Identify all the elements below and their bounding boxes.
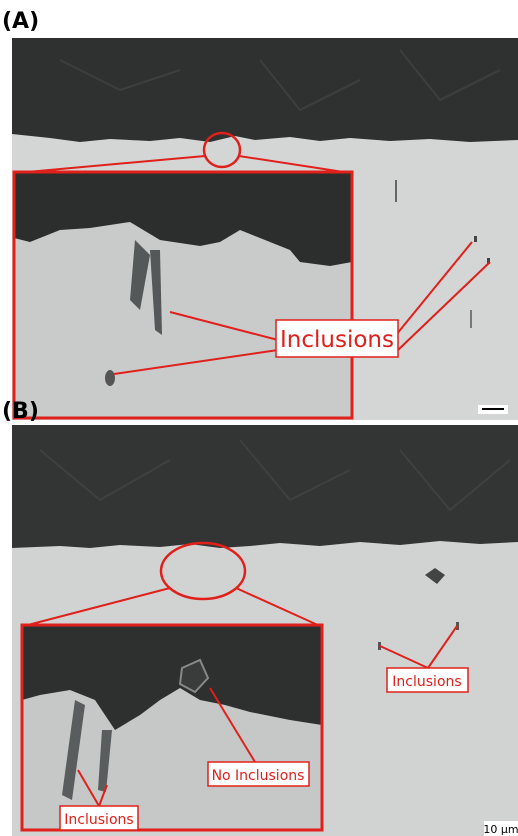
annotation: Inclusions xyxy=(280,327,394,353)
inset-b xyxy=(22,625,322,830)
figure: (A) Inclusions (B) xyxy=(0,0,518,836)
annotation: Inclusions xyxy=(64,812,133,828)
inset-a xyxy=(14,172,352,418)
annotation: Inclusions xyxy=(392,674,461,690)
annotation: No Inclusions xyxy=(212,768,305,784)
panel-label: (B) xyxy=(2,399,39,424)
scale-bar-label: 10 µm xyxy=(483,823,518,836)
panel-label: (A) xyxy=(2,9,39,34)
